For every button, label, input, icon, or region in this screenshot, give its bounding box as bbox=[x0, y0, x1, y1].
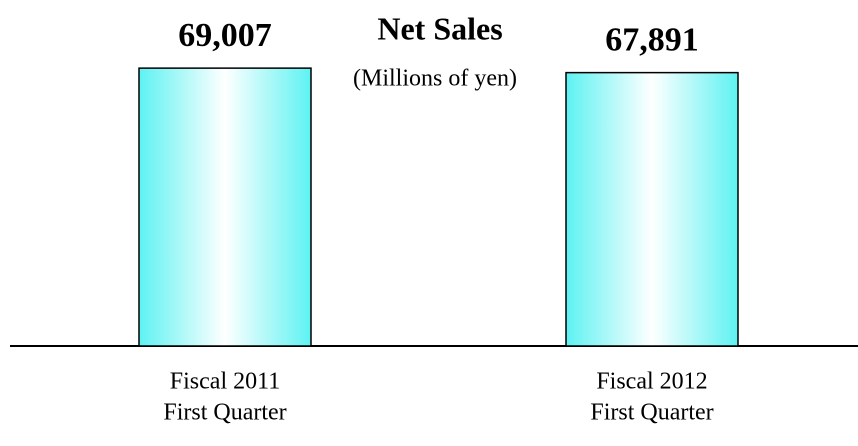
bar bbox=[565, 71, 739, 347]
chart-title: Net Sales bbox=[377, 10, 502, 46]
value-label: 67,891 bbox=[605, 21, 699, 58]
x-tick-label: Fiscal 2011 bbox=[170, 369, 280, 395]
bar bbox=[138, 67, 312, 347]
x-tick-label: Fiscal 2012 bbox=[596, 369, 707, 395]
x-tick-label: First Quarter bbox=[163, 400, 286, 426]
value-label: 69,007 bbox=[178, 17, 272, 54]
x-tick-label: First Quarter bbox=[590, 400, 713, 426]
chart-subtitle: (Millions of yen) bbox=[353, 66, 517, 92]
